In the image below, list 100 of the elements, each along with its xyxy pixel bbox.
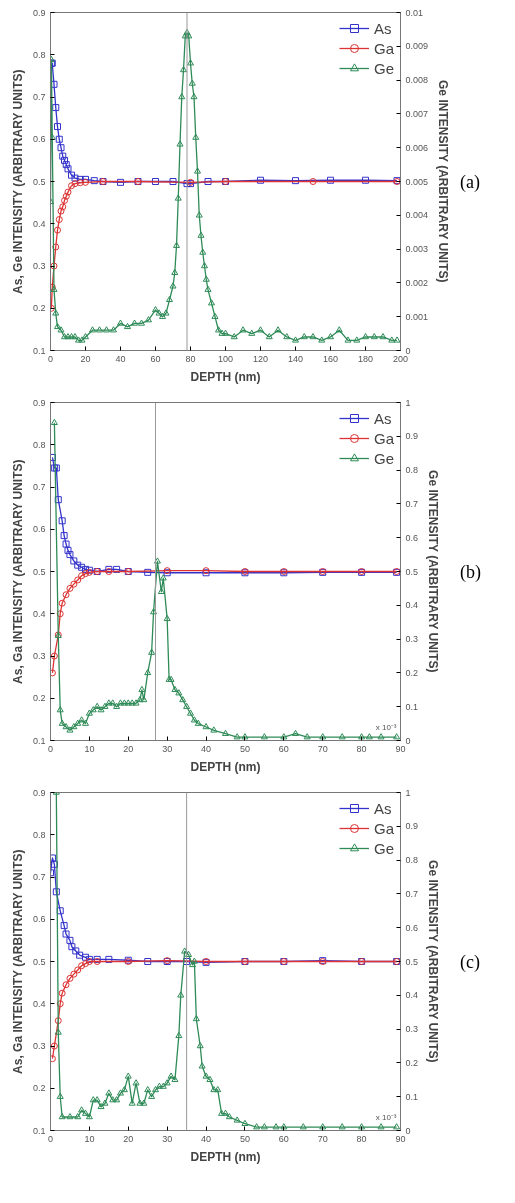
point — [113, 702, 121, 709]
y-tick-label: 0.5 — [32, 566, 46, 577]
y-tick-label: 0.9 — [32, 397, 46, 408]
legend-label: Ga — [373, 429, 394, 447]
point — [62, 591, 70, 599]
point — [71, 174, 79, 182]
point — [192, 1015, 200, 1022]
point — [120, 699, 128, 706]
point — [56, 907, 64, 915]
point — [97, 1102, 105, 1110]
y2-tick-label: 0.007 — [405, 108, 429, 119]
y2-tick-label: 0.2 — [405, 1057, 419, 1068]
point — [319, 1123, 327, 1130]
y-tick-label: 0.3 — [32, 261, 46, 271]
point — [78, 563, 86, 571]
y2-tick-label: 0.5 — [405, 566, 419, 577]
y2-tick-label: 0.8 — [405, 465, 419, 476]
point — [124, 699, 132, 706]
point — [377, 733, 385, 740]
y2-tick-label: 0.9 — [405, 431, 419, 442]
point — [62, 981, 70, 989]
point — [64, 546, 72, 554]
legend-label: As — [373, 799, 393, 817]
point — [50, 1042, 58, 1050]
point — [140, 1099, 148, 1106]
y-tick-label: 0.2 — [32, 303, 46, 314]
point — [50, 262, 58, 270]
point — [54, 496, 62, 504]
y2-tick-label: 0.1 — [405, 701, 419, 712]
y-tick-label: 0.5 — [32, 956, 46, 967]
point — [57, 144, 65, 152]
y-tick-label: 0.6 — [32, 134, 46, 145]
point — [117, 1089, 124, 1096]
x-tick-label: 40 — [115, 353, 126, 364]
y-tick-label: 0.6 — [32, 524, 46, 535]
text: (a) — [460, 171, 480, 194]
point — [66, 551, 74, 559]
point — [61, 156, 68, 164]
y-tick-label: 0.8 — [32, 439, 46, 450]
y-tick-label: 0.1 — [32, 345, 46, 356]
point — [57, 207, 65, 215]
x-tick-label: 120 — [252, 353, 269, 364]
y2-tick-label: 0.3 — [405, 1024, 419, 1035]
point — [101, 702, 109, 709]
point — [148, 648, 156, 655]
point — [60, 922, 68, 930]
y2-tick-label: 0.6 — [405, 532, 419, 543]
point — [187, 709, 194, 716]
point — [214, 1085, 222, 1093]
point — [358, 1123, 366, 1130]
point — [225, 1113, 233, 1120]
y-tick-label: 0.4 — [32, 998, 46, 1009]
y2-tick-label: 0.001 — [405, 311, 429, 322]
point — [206, 1075, 214, 1083]
y-tick-label: 0.3 — [32, 651, 46, 661]
y2-tick-label: 0.4 — [405, 600, 419, 611]
point — [132, 1079, 140, 1086]
y2-tick-label: 0.002 — [405, 277, 429, 288]
point — [56, 610, 64, 618]
x-axis-title: DEPTH (nm) — [190, 1149, 261, 1164]
point — [155, 1082, 163, 1089]
x-tick-label: 50 — [239, 743, 250, 754]
point — [62, 930, 70, 938]
point — [93, 1096, 101, 1103]
legend-label: As — [373, 19, 393, 37]
point — [144, 958, 152, 965]
point — [74, 561, 82, 569]
y-tick-label: 0.4 — [32, 608, 46, 619]
point — [50, 418, 58, 426]
point — [152, 1085, 159, 1093]
point — [59, 152, 67, 160]
point — [58, 989, 66, 997]
point — [113, 565, 121, 573]
point — [362, 176, 369, 184]
point — [76, 951, 84, 959]
point — [68, 943, 76, 951]
point — [109, 699, 117, 706]
point — [74, 719, 82, 726]
point — [56, 1000, 64, 1008]
x-tick-label: 0 — [48, 743, 54, 754]
point — [233, 733, 241, 740]
point — [101, 1099, 109, 1106]
point — [280, 733, 288, 740]
x-tick-label: 140 — [287, 353, 304, 364]
point — [183, 180, 191, 188]
y2-axis-title: Ge INTENSITY (ARBITRARY UNITS) — [426, 860, 441, 1063]
x-tick-label: 50 — [239, 1133, 250, 1144]
point — [68, 182, 75, 190]
y2-tick-label: 0.5 — [405, 956, 419, 967]
point — [117, 178, 124, 186]
point — [198, 1062, 206, 1069]
point — [70, 580, 78, 588]
point — [181, 947, 189, 954]
annotation: x 10⁻³ — [375, 722, 397, 732]
y-tick-label: 0.8 — [32, 829, 46, 840]
point — [70, 723, 78, 730]
point — [82, 960, 89, 968]
legend-label: Ge — [373, 839, 394, 857]
y2-tick-label: 0.1 — [405, 1091, 419, 1102]
point — [120, 1085, 128, 1093]
